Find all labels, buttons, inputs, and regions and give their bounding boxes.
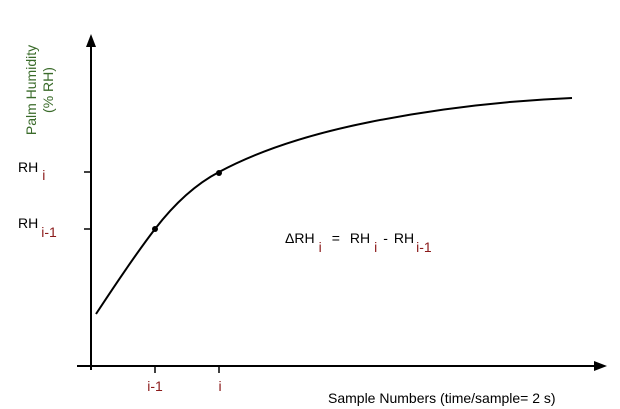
y-axis-title-line1: Palm Humidity — [23, 45, 39, 135]
y-tick-label-rh-i-base: RH — [18, 159, 38, 175]
y-axis-arrowhead — [86, 34, 96, 47]
formula-lhs-sub: i — [319, 239, 322, 255]
humidity-curve — [95, 97, 573, 315]
formula-rh1-sub: i — [374, 239, 377, 255]
delta-rh-formula: ΔRHi= RHi- RHi-1 — [285, 230, 432, 255]
y-tick-label-rh-i-sub: i — [42, 167, 45, 183]
x-axis-title: Sample Numbers (time/sample= 2 s) — [328, 390, 556, 406]
formula-rh2-sub: i-1 — [416, 239, 432, 255]
formula-minus: - — [383, 230, 388, 246]
formula-lhs-base: ΔRH — [285, 230, 315, 246]
sample-point-i — [216, 170, 222, 176]
formula-rh2-base: RH — [394, 230, 414, 246]
x-tick-label-i: i — [218, 378, 221, 394]
y-tick-label-rh-i-1-sub: i-1 — [41, 224, 57, 240]
x-tick-label-i-1: i-1 — [147, 378, 163, 394]
formula-equals: = — [332, 230, 340, 246]
y-tick-label-rh-i-1-base: RH — [18, 215, 38, 231]
y-tick-label-rh-i-1: RHi-1 — [18, 215, 57, 240]
y-tick-label-rh-i: RH i — [18, 159, 45, 183]
formula-rh1-base: RH — [350, 230, 370, 246]
y-axis-title-line2: (% RH) — [40, 67, 56, 113]
x-axis-arrowhead — [594, 361, 607, 371]
sample-point-i-1 — [152, 226, 158, 232]
